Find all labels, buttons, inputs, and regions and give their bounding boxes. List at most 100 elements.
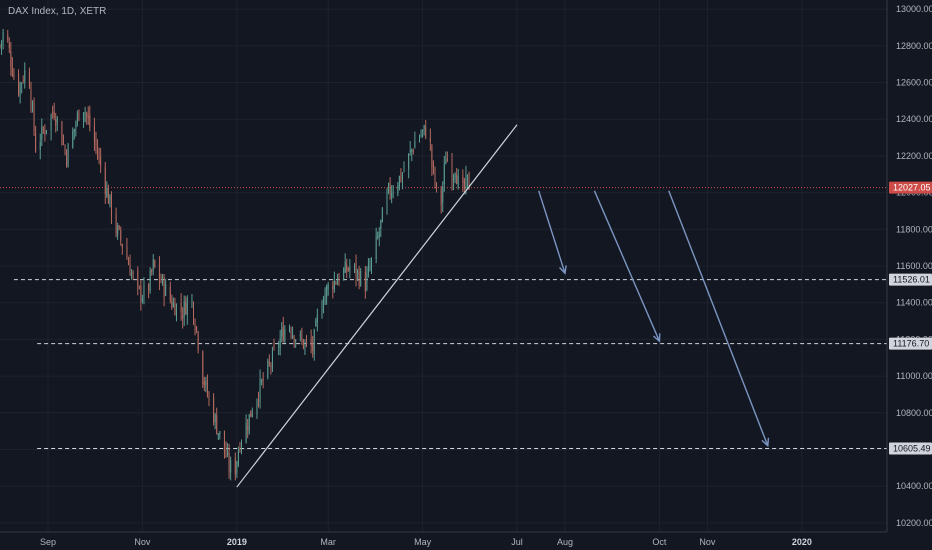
candle-body <box>78 110 80 121</box>
candle-body <box>75 123 77 128</box>
candle-body <box>290 329 292 335</box>
candle-body <box>282 326 284 342</box>
candle-body <box>251 413 253 417</box>
candle-body <box>39 142 41 150</box>
candle-body <box>349 267 351 271</box>
candle-body <box>117 226 119 236</box>
time-axis[interactable] <box>0 532 932 550</box>
gridlines <box>0 0 887 532</box>
candle-body <box>284 328 286 342</box>
current-price-tag <box>889 181 932 194</box>
candle-body <box>138 286 140 288</box>
candle-body <box>22 80 24 82</box>
candle-body <box>258 398 260 401</box>
candle-body <box>381 208 383 223</box>
x-tick-label: 2019 <box>227 537 247 547</box>
candle-body <box>186 298 188 316</box>
candle-body <box>55 120 57 126</box>
candle-body <box>121 244 123 248</box>
candle-body <box>346 264 348 272</box>
y-tick-label: 12600.00 <box>896 78 932 88</box>
candle-body <box>109 194 111 204</box>
horizontal-levels <box>0 187 887 449</box>
candle-body <box>453 175 455 181</box>
level-price-tag <box>889 442 932 455</box>
candle-body <box>61 121 63 146</box>
candle-body <box>344 261 346 273</box>
price-labels: 11526.01 11176.70 10605.49 12027.05 <box>889 181 932 455</box>
candle-body <box>347 268 349 271</box>
candle-body <box>304 341 306 347</box>
candle-body <box>302 339 304 349</box>
candle-body <box>185 302 187 315</box>
candle-body <box>332 285 334 290</box>
candle-body <box>213 397 215 424</box>
x-tick-label: Nov <box>699 537 716 547</box>
projection-arrow[interactable] <box>668 190 769 447</box>
candle-body <box>230 460 232 473</box>
candle-body <box>223 430 225 451</box>
candle-body <box>278 346 280 348</box>
x-tick-label: Aug <box>557 537 573 547</box>
candle-body <box>236 461 238 474</box>
candle-body <box>52 111 54 115</box>
x-tick-label: Mar <box>320 537 336 547</box>
candle-body <box>380 220 382 229</box>
candle-body <box>42 129 44 131</box>
y-tick-label: 11400.00 <box>896 298 932 308</box>
candle-body <box>338 276 340 282</box>
x-axis-ticks: Sep Nov 2019 Mar May Jul Aug Oct Nov 2020 <box>40 537 812 547</box>
candle-body <box>33 102 35 132</box>
candle-body <box>13 74 15 78</box>
candle-body <box>293 335 295 342</box>
trendline[interactable] <box>236 124 518 488</box>
candle-body <box>375 236 377 259</box>
candle-body <box>126 247 128 259</box>
candle-body <box>391 192 393 199</box>
candle-body <box>273 346 275 349</box>
candle-body <box>100 156 102 166</box>
candle-body <box>64 147 66 151</box>
drawings <box>236 124 770 488</box>
candle-body <box>24 69 26 82</box>
candle-body <box>8 42 10 49</box>
candle-body <box>357 270 359 274</box>
projection-arrow[interactable] <box>593 190 661 342</box>
y-tick-label: 12200.00 <box>896 151 932 161</box>
candle-body <box>66 151 68 165</box>
candle-body <box>32 104 34 108</box>
candle-body <box>360 270 362 286</box>
candle-body <box>262 378 264 381</box>
candle-body <box>140 285 142 301</box>
candle-body <box>248 414 250 433</box>
candle-body <box>115 213 117 234</box>
candle-body <box>392 191 394 193</box>
candle-body <box>451 160 453 185</box>
candle-body <box>412 150 414 152</box>
x-tick-label: Oct <box>652 537 667 547</box>
candle-body <box>206 382 208 396</box>
candle-body <box>106 188 108 197</box>
candle-body <box>53 111 55 118</box>
candle-body <box>457 175 459 188</box>
y-tick-label: 11800.00 <box>896 224 932 234</box>
candle-body <box>143 285 145 298</box>
candle-body <box>137 270 139 286</box>
candle-body <box>18 73 20 95</box>
candle-body <box>259 378 261 402</box>
candle-body <box>163 277 165 297</box>
projection-arrow[interactable] <box>538 190 566 274</box>
level-price-label: 11176.70 <box>893 339 929 349</box>
candle-body <box>152 259 154 270</box>
candle-body <box>446 158 448 162</box>
candle-body <box>89 114 91 128</box>
candle-body <box>323 304 325 306</box>
candle-body <box>1 40 3 47</box>
candle-body <box>7 34 9 41</box>
candle-body <box>299 334 301 337</box>
candle-body <box>132 272 134 274</box>
candle-body <box>86 112 88 116</box>
candle-body <box>343 269 345 280</box>
level-price-label: 11526.01 <box>893 275 930 285</box>
